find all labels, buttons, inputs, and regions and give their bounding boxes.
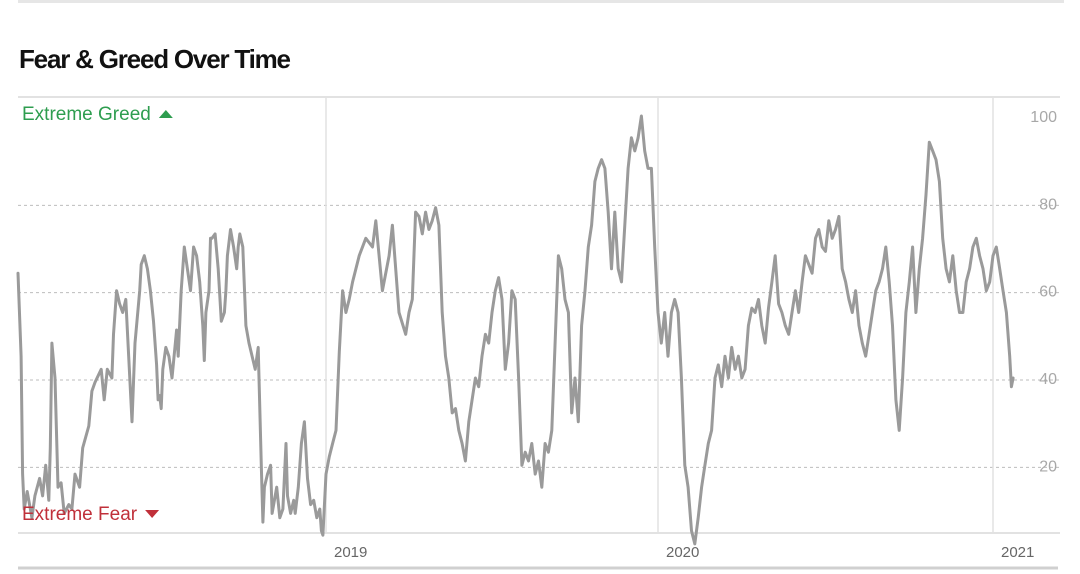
triangle-down-icon bbox=[145, 510, 160, 518]
zone-labels: Extreme Greed Extreme Fear bbox=[22, 104, 173, 525]
y-axis-labels: 20 40 60 80 100 bbox=[1030, 109, 1057, 475]
y-tick-label: 60 bbox=[1039, 284, 1057, 301]
x-tick-label: 2021 bbox=[1001, 544, 1034, 561]
grid-lines bbox=[18, 96, 1060, 570]
x-axis-labels: 2019 2020 2021 bbox=[334, 544, 1034, 561]
chart-title: Fear & Greed Over Time bbox=[19, 44, 291, 74]
triangle-up-icon bbox=[158, 110, 173, 118]
y-tick-label: 80 bbox=[1039, 196, 1057, 213]
extreme-greed-label: Extreme Greed bbox=[22, 104, 151, 125]
series-line bbox=[16, 114, 1015, 546]
x-tick-label: 2019 bbox=[334, 544, 367, 561]
y-tick-label: 100 bbox=[1030, 109, 1057, 126]
extreme-fear-label: Extreme Fear bbox=[22, 504, 138, 525]
x-tick-label: 2020 bbox=[666, 544, 699, 561]
y-tick-label: 20 bbox=[1039, 458, 1057, 475]
y-tick-label: 40 bbox=[1039, 371, 1057, 388]
top-divider bbox=[18, 0, 1064, 3]
